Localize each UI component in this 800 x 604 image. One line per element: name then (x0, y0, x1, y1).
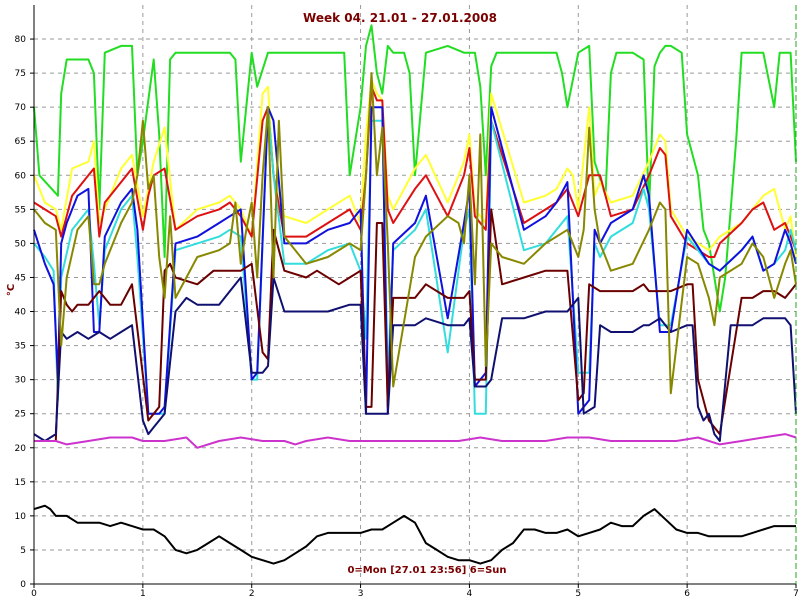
series-line-6 (33, 276, 797, 442)
y-tick-label: 35 (15, 342, 26, 352)
y-tick-label: 30 (15, 376, 27, 386)
x-tick-label: 4 (467, 589, 473, 599)
y-tick-label: 0 (20, 580, 26, 590)
y-tick-label: 50 (15, 239, 27, 249)
y-tick-label: 75 (15, 69, 26, 79)
axes (30, 5, 797, 588)
y-tick-label: 25 (15, 410, 26, 420)
series-layer (33, 24, 797, 565)
y-tick-label: 60 (15, 171, 27, 181)
y-tick-label: 45 (15, 273, 26, 283)
series-line-7 (33, 72, 797, 395)
x-axis-label: 0=Mon [27.01 23:56] 6=Sun (347, 565, 506, 576)
y-tick-label: 70 (15, 103, 27, 113)
y-tick-label: 55 (15, 205, 26, 215)
series-line-5 (34, 208, 797, 442)
y-tick-label: 40 (15, 308, 27, 318)
series-line-9 (33, 504, 796, 565)
x-tick-label: 3 (358, 589, 364, 599)
y-tick-label: 5 (20, 546, 26, 556)
x-tick-label: 0 (31, 589, 37, 599)
y-tick-label: 65 (15, 137, 26, 147)
x-tick-label: 6 (684, 589, 690, 599)
y-tick-label: 20 (15, 444, 27, 454)
x-tick-label: 1 (140, 589, 146, 599)
series-line-0 (33, 24, 797, 313)
y-tick-label: 80 (15, 35, 27, 45)
x-tick-label: 2 (249, 589, 255, 599)
chart-title: Week 04. 21.01 - 27.01.2008 (303, 11, 497, 25)
series-line-2 (33, 85, 797, 258)
y-tick-label: 15 (15, 478, 26, 488)
y-axis-label: °C (6, 284, 17, 296)
y-tick-label: 10 (15, 512, 27, 522)
x-tick-label: 7 (793, 589, 799, 599)
series-line-8 (34, 433, 797, 449)
x-tick-label: 5 (575, 589, 581, 599)
